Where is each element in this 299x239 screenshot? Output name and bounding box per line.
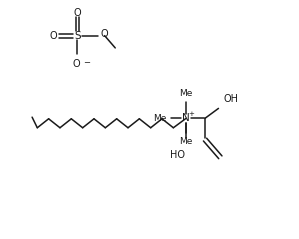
Text: N: N (182, 113, 190, 123)
Text: +: + (188, 111, 194, 117)
Text: O: O (72, 59, 80, 69)
Text: OH: OH (224, 94, 239, 104)
Text: O: O (74, 8, 81, 18)
Text: HO: HO (170, 150, 185, 160)
Text: −: − (83, 58, 90, 67)
Text: Me: Me (153, 114, 167, 123)
Text: S: S (74, 31, 81, 41)
Text: Me: Me (179, 89, 193, 98)
Text: O: O (100, 29, 108, 39)
Text: Me: Me (179, 137, 193, 146)
Text: O: O (49, 31, 57, 41)
